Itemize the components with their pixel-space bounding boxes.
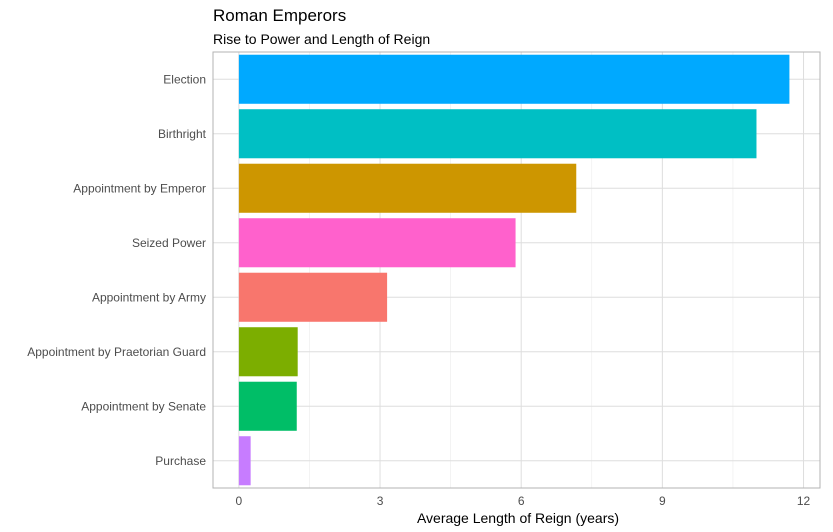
category-label: Purchase: [155, 454, 206, 468]
category-labels: Election Birthright Appointment by Emperor…: [27, 72, 206, 468]
category-label: Election: [163, 72, 206, 86]
category-label: Appointment by Senate: [81, 399, 206, 413]
bar: [239, 273, 387, 322]
category-label: Seized Power: [132, 236, 206, 250]
x-tick-label: 6: [518, 494, 525, 508]
x-tick-label: 9: [659, 494, 666, 508]
category-label: Birthright: [158, 127, 207, 141]
bar: [239, 55, 790, 104]
x-tick-label: 0: [236, 494, 243, 508]
bar: [239, 382, 297, 431]
bars: [239, 55, 790, 486]
x-tick-labels: 0 3 6 9 12: [236, 494, 811, 508]
x-axis-title: Average Length of Reign (years): [417, 510, 619, 526]
category-label: Appointment by Emperor: [73, 181, 206, 195]
bar: [239, 436, 251, 485]
bar: [239, 218, 516, 267]
bar: [239, 109, 757, 158]
bar: [239, 327, 298, 376]
category-label: Appointment by Praetorian Guard: [27, 345, 206, 359]
bar: [239, 164, 576, 213]
x-tick-label: 3: [377, 494, 384, 508]
category-label: Appointment by Army: [92, 290, 206, 304]
x-tick-label: 12: [797, 494, 811, 508]
